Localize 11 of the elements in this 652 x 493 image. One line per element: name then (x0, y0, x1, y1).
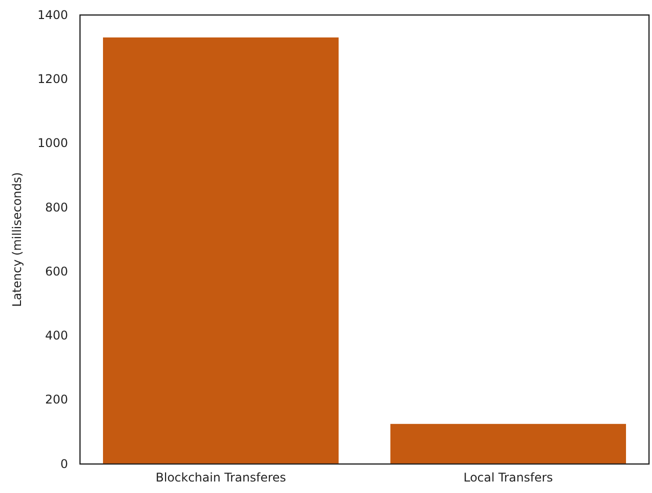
y-tick-label: 200 (45, 392, 68, 407)
x-tick-label: Blockchain Transferes (156, 470, 286, 485)
y-tick-label: 600 (45, 264, 68, 278)
y-axis-title: Latency (milliseconds) (10, 172, 24, 307)
y-tick-label: 1200 (37, 72, 68, 86)
y-tick-label: 1400 (37, 8, 68, 22)
x-tick-label: Local Transfers (463, 470, 553, 485)
y-tick-label: 1000 (37, 136, 68, 150)
y-tick-label: 800 (45, 200, 68, 214)
y-tick-label: 400 (45, 328, 68, 343)
y-tick-label: 0 (60, 456, 68, 471)
